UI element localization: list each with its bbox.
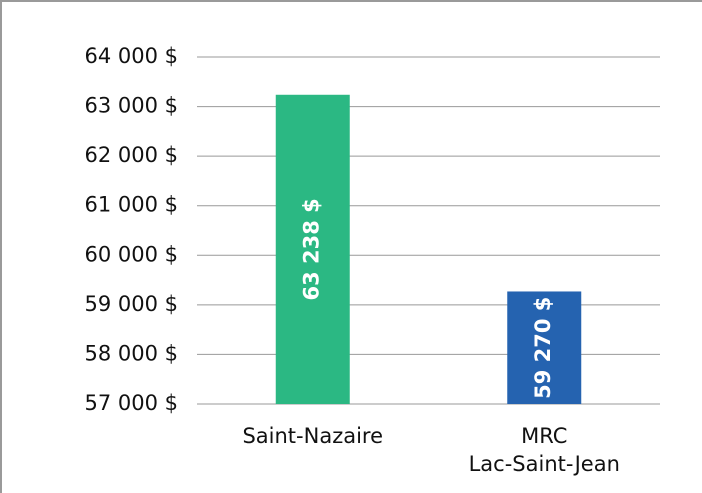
y-tick-label: 62 000 $ (84, 143, 178, 167)
bar (507, 291, 582, 404)
y-tick-label: 57 000 $ (84, 391, 178, 415)
y-tick-label: 64 000 $ (84, 44, 178, 68)
x-tick-label: Saint-Nazaire (242, 424, 384, 448)
y-tick-label: 58 000 $ (84, 341, 178, 365)
x-tick-label: MRC Lac-Saint-Jean (468, 424, 620, 476)
y-tick-label: 63 000 $ (84, 94, 178, 118)
value-label: 63 238 $ (300, 198, 324, 300)
y-tick-label: 60 000 $ (84, 242, 178, 266)
y-tick-label: 59 000 $ (84, 292, 178, 316)
bar (275, 94, 350, 404)
value-label: 59 270 $ (531, 297, 555, 399)
y-tick-label: 61 000 $ (84, 193, 178, 217)
